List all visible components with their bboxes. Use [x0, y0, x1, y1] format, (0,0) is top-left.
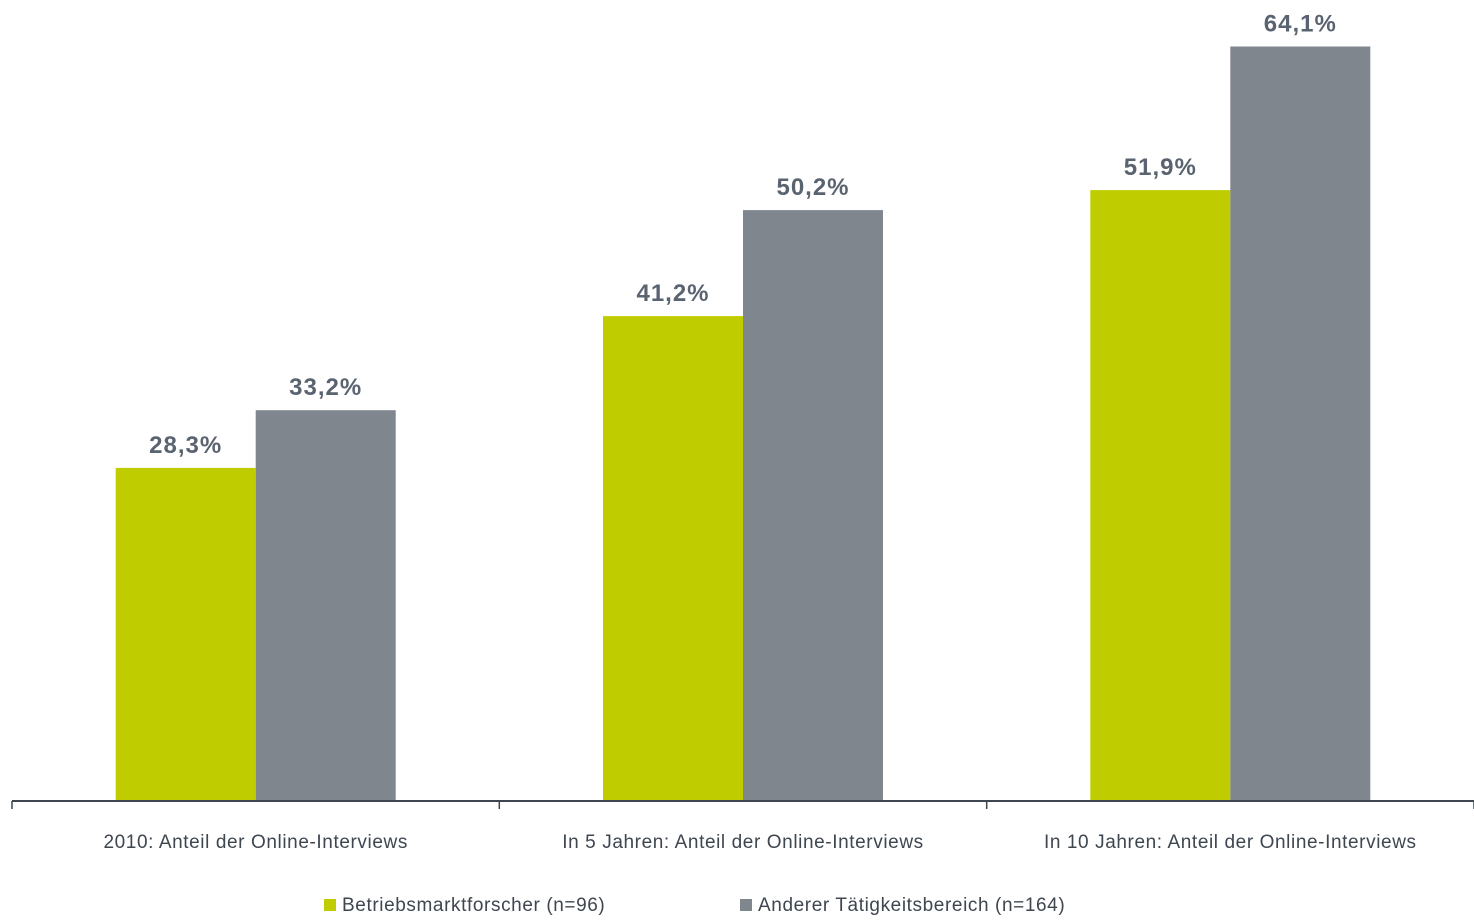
bar-series-2-cat-3 — [1230, 46, 1371, 801]
legend-label-1: Betriebsmarktforscher (n=96) — [342, 895, 605, 916]
value-labels-group: 28,3% 33,2% 41,2% 50,2% 51,9% 64,1% — [149, 11, 1337, 459]
x-axis — [11, 800, 1474, 809]
category-label-3: In 10 Jahren: Anteil der Online-Intervie… — [1044, 832, 1417, 853]
legend: Betriebsmarktforscher (n=96) Anderer Täti… — [324, 895, 1065, 916]
legend-swatch-1 — [324, 899, 336, 911]
data-label-series-1-cat-3: 51,9% — [1124, 154, 1197, 181]
data-label-series-2-cat-3: 64,1% — [1264, 11, 1337, 38]
category-labels-group: 2010: Anteil der Online-Interviews In 5 J… — [103, 832, 1416, 853]
bar-series-2-cat-2 — [743, 210, 883, 802]
legend-label-2: Anderer Tätigkeitsbereich (n=164) — [758, 895, 1065, 916]
bar-series-2-cat-1 — [255, 410, 396, 801]
bar-series-1-cat-2 — [603, 316, 743, 801]
legend-swatch-2 — [740, 899, 752, 911]
category-label-2: In 5 Jahren: Anteil der Online-Interview… — [562, 832, 924, 853]
bar-series-1-cat-1 — [115, 467, 256, 801]
bar-series-1-cat-3 — [1090, 190, 1231, 802]
data-label-series-1-cat-2: 41,2% — [636, 280, 709, 307]
data-label-series-2-cat-2: 50,2% — [776, 174, 849, 201]
data-label-series-2-cat-1: 33,2% — [289, 374, 362, 401]
bars-group — [115, 46, 1371, 802]
category-label-1: 2010: Anteil der Online-Interviews — [103, 832, 408, 853]
data-label-series-1-cat-1: 28,3% — [149, 432, 222, 459]
